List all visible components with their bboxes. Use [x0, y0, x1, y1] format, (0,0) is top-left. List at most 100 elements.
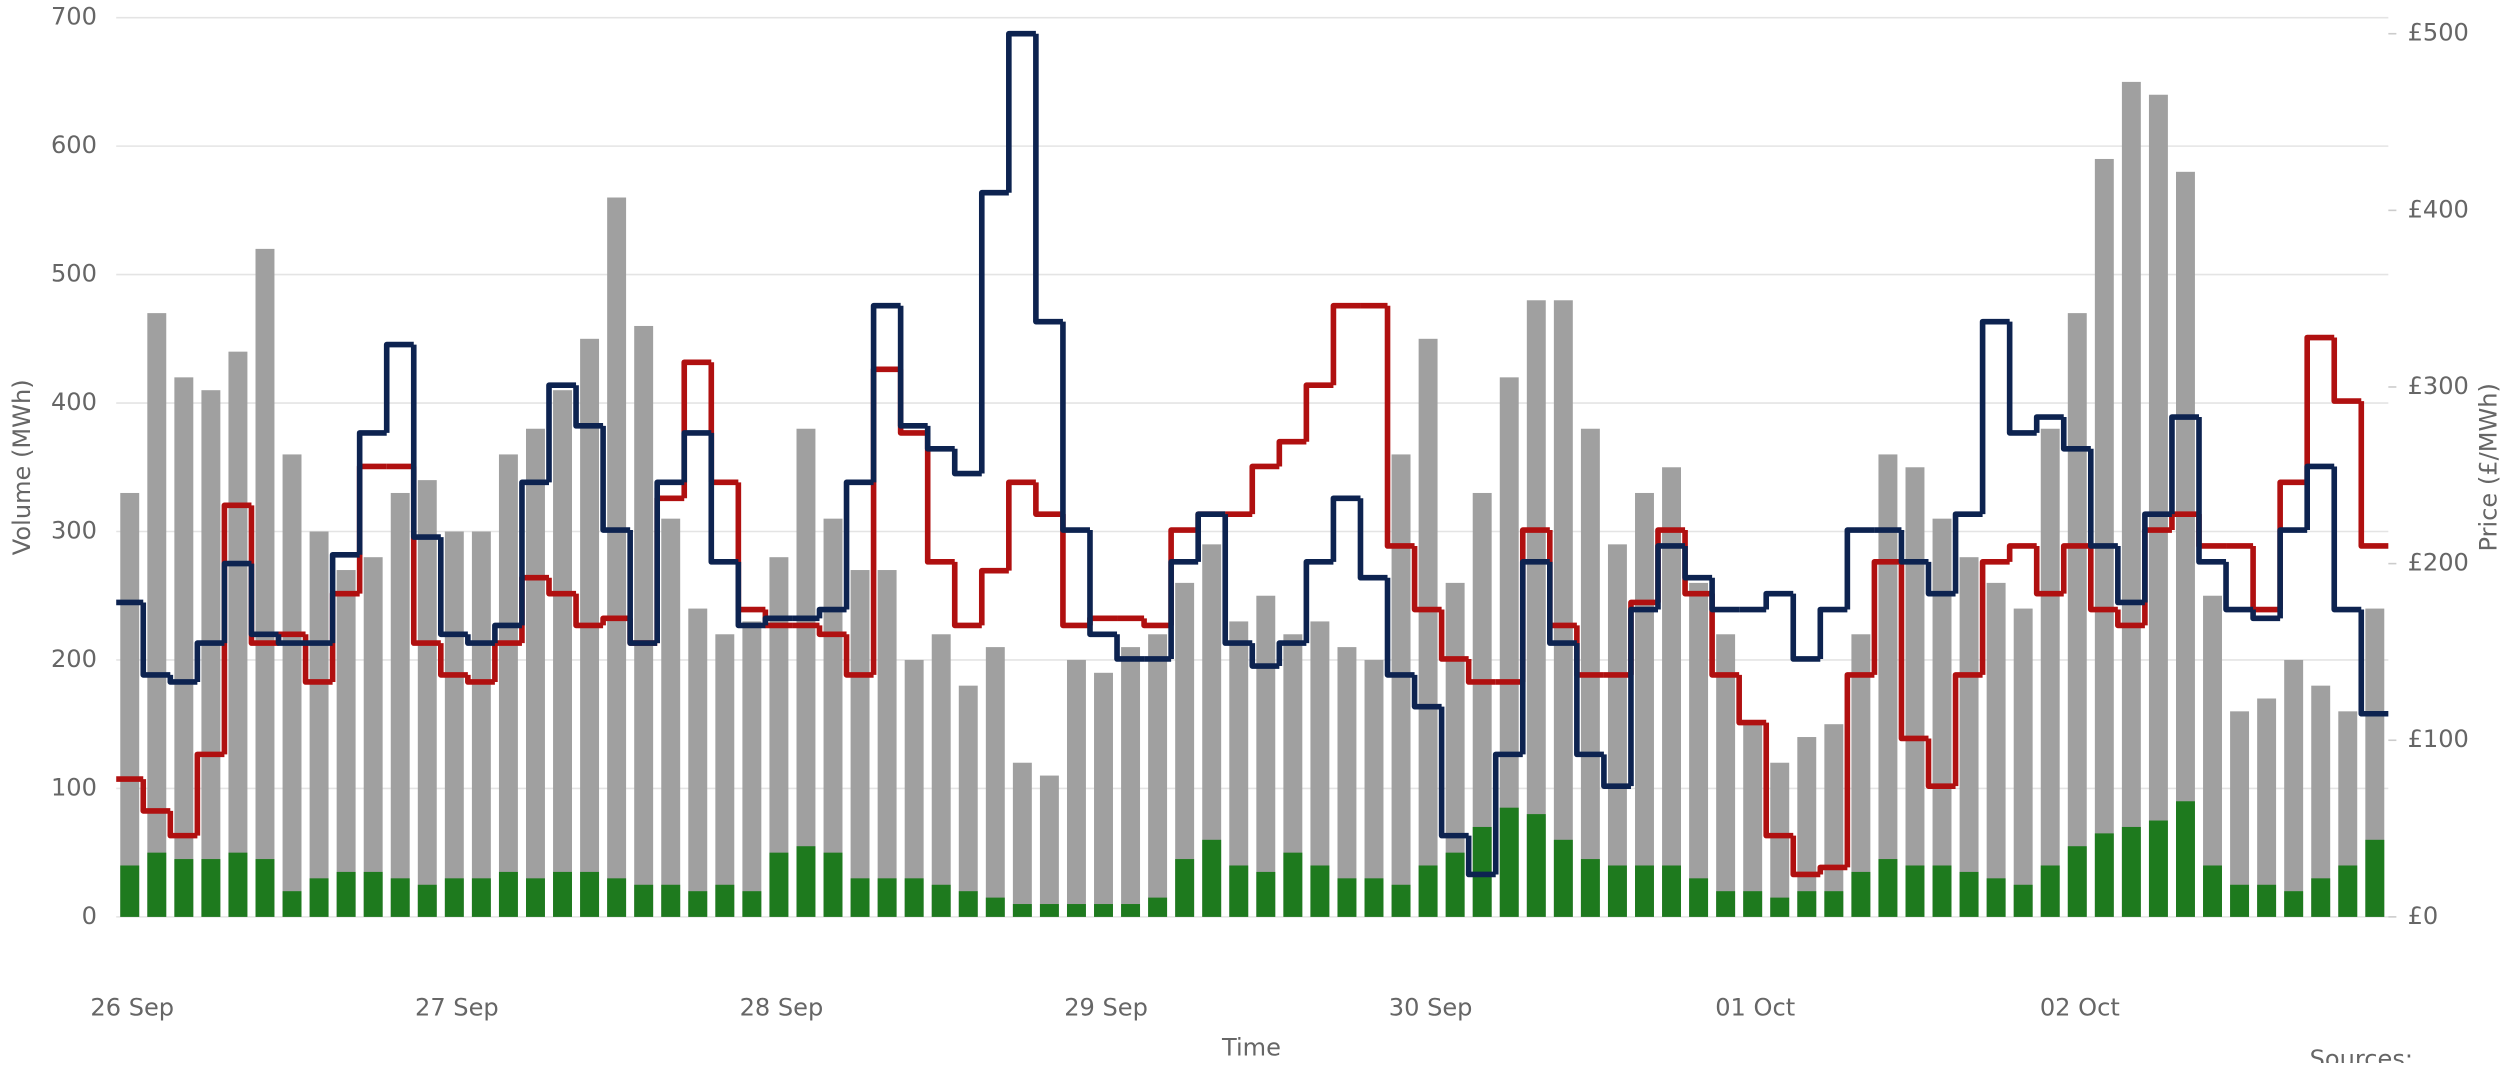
price-step	[356, 430, 387, 555]
bar	[1851, 871, 1871, 917]
price-step	[1763, 590, 1794, 610]
price-step	[2006, 321, 2037, 436]
price-step	[1249, 463, 1280, 515]
bar	[2311, 685, 2331, 917]
price-step	[627, 530, 658, 646]
price-step	[1168, 559, 1199, 659]
bar	[1094, 672, 1113, 917]
bar	[1689, 878, 1709, 917]
bar	[2121, 826, 2141, 917]
price-step	[1357, 498, 1388, 581]
bar	[1202, 544, 1222, 917]
bar	[1391, 884, 1411, 917]
bar	[1418, 338, 1438, 917]
price-step	[2304, 463, 2335, 531]
price-step	[1330, 495, 1361, 562]
bar	[877, 570, 897, 917]
bar	[742, 621, 762, 917]
bar	[958, 685, 978, 917]
price-step	[1628, 606, 1659, 787]
bar	[526, 878, 545, 917]
price-step	[1952, 511, 1983, 594]
bar	[1256, 595, 1276, 917]
bar	[1175, 859, 1195, 917]
bar	[255, 859, 275, 917]
price-step	[1682, 545, 1713, 581]
bar	[1121, 904, 1141, 917]
x-tick-label: 28 Sep	[740, 993, 824, 1021]
price-step	[1979, 318, 2010, 515]
price-step	[1492, 751, 1523, 875]
price-step	[2115, 545, 2145, 606]
price-step	[1303, 382, 1334, 442]
price-step	[2250, 545, 2281, 613]
bar	[2365, 839, 2385, 917]
bar	[1959, 557, 1979, 917]
price-step	[924, 432, 955, 565]
bar	[958, 891, 978, 917]
bar	[1932, 865, 1952, 917]
price-step	[546, 577, 577, 597]
price-step	[1438, 706, 1469, 839]
bar	[417, 884, 437, 917]
bar	[174, 859, 194, 917]
price-step	[951, 448, 982, 477]
bar	[1743, 891, 1763, 917]
bar	[1797, 891, 1817, 917]
x-tick-label: 02 Oct	[2040, 993, 2120, 1021]
bar	[1905, 467, 1925, 917]
y-axis-label: Volume (MWh)	[8, 379, 36, 555]
bar	[417, 480, 437, 917]
bar	[769, 852, 789, 917]
bar	[1066, 904, 1086, 917]
price-step	[2250, 609, 2281, 622]
price-step	[1709, 593, 1740, 678]
bar	[1445, 852, 1465, 917]
bar	[1364, 659, 1384, 917]
price-step	[1384, 577, 1415, 678]
bar	[1607, 544, 1627, 917]
y-tick-label: 500	[51, 260, 97, 288]
bar	[2230, 884, 2250, 917]
price-step	[1438, 609, 1469, 662]
price-step	[1087, 615, 1118, 626]
price-step	[1465, 835, 1496, 878]
bar	[688, 608, 708, 917]
bar	[931, 884, 951, 917]
price-step	[1709, 577, 1740, 613]
price-step	[735, 561, 766, 629]
bar	[1148, 634, 1168, 917]
bar	[526, 428, 545, 917]
bar	[1770, 897, 1790, 917]
bar	[2230, 711, 2250, 917]
bar	[2311, 878, 2331, 917]
price-step	[600, 615, 631, 626]
bar	[1066, 659, 1086, 917]
bar	[1824, 724, 1844, 917]
price-step	[1249, 643, 1280, 669]
bar	[580, 871, 600, 917]
bar	[2094, 833, 2114, 917]
price-step	[708, 432, 739, 565]
price-step	[1925, 561, 1956, 597]
price-step	[2169, 414, 2199, 515]
price-step	[275, 634, 306, 646]
bar	[1662, 467, 1682, 917]
bar	[1878, 454, 1898, 917]
price-step	[681, 430, 712, 483]
y2-axis-label: Price (£/MWh)	[2474, 383, 2502, 551]
price-step	[1303, 559, 1334, 644]
bar	[1851, 634, 1871, 917]
price-step	[762, 615, 793, 626]
bar	[282, 454, 302, 917]
price-step	[2087, 448, 2118, 549]
price-step	[437, 537, 468, 638]
price-step	[1817, 606, 1848, 659]
price-step	[2223, 561, 2254, 613]
bar	[2013, 608, 2033, 917]
bar	[201, 859, 221, 917]
bar	[2257, 698, 2277, 917]
price-step	[1141, 618, 1172, 629]
